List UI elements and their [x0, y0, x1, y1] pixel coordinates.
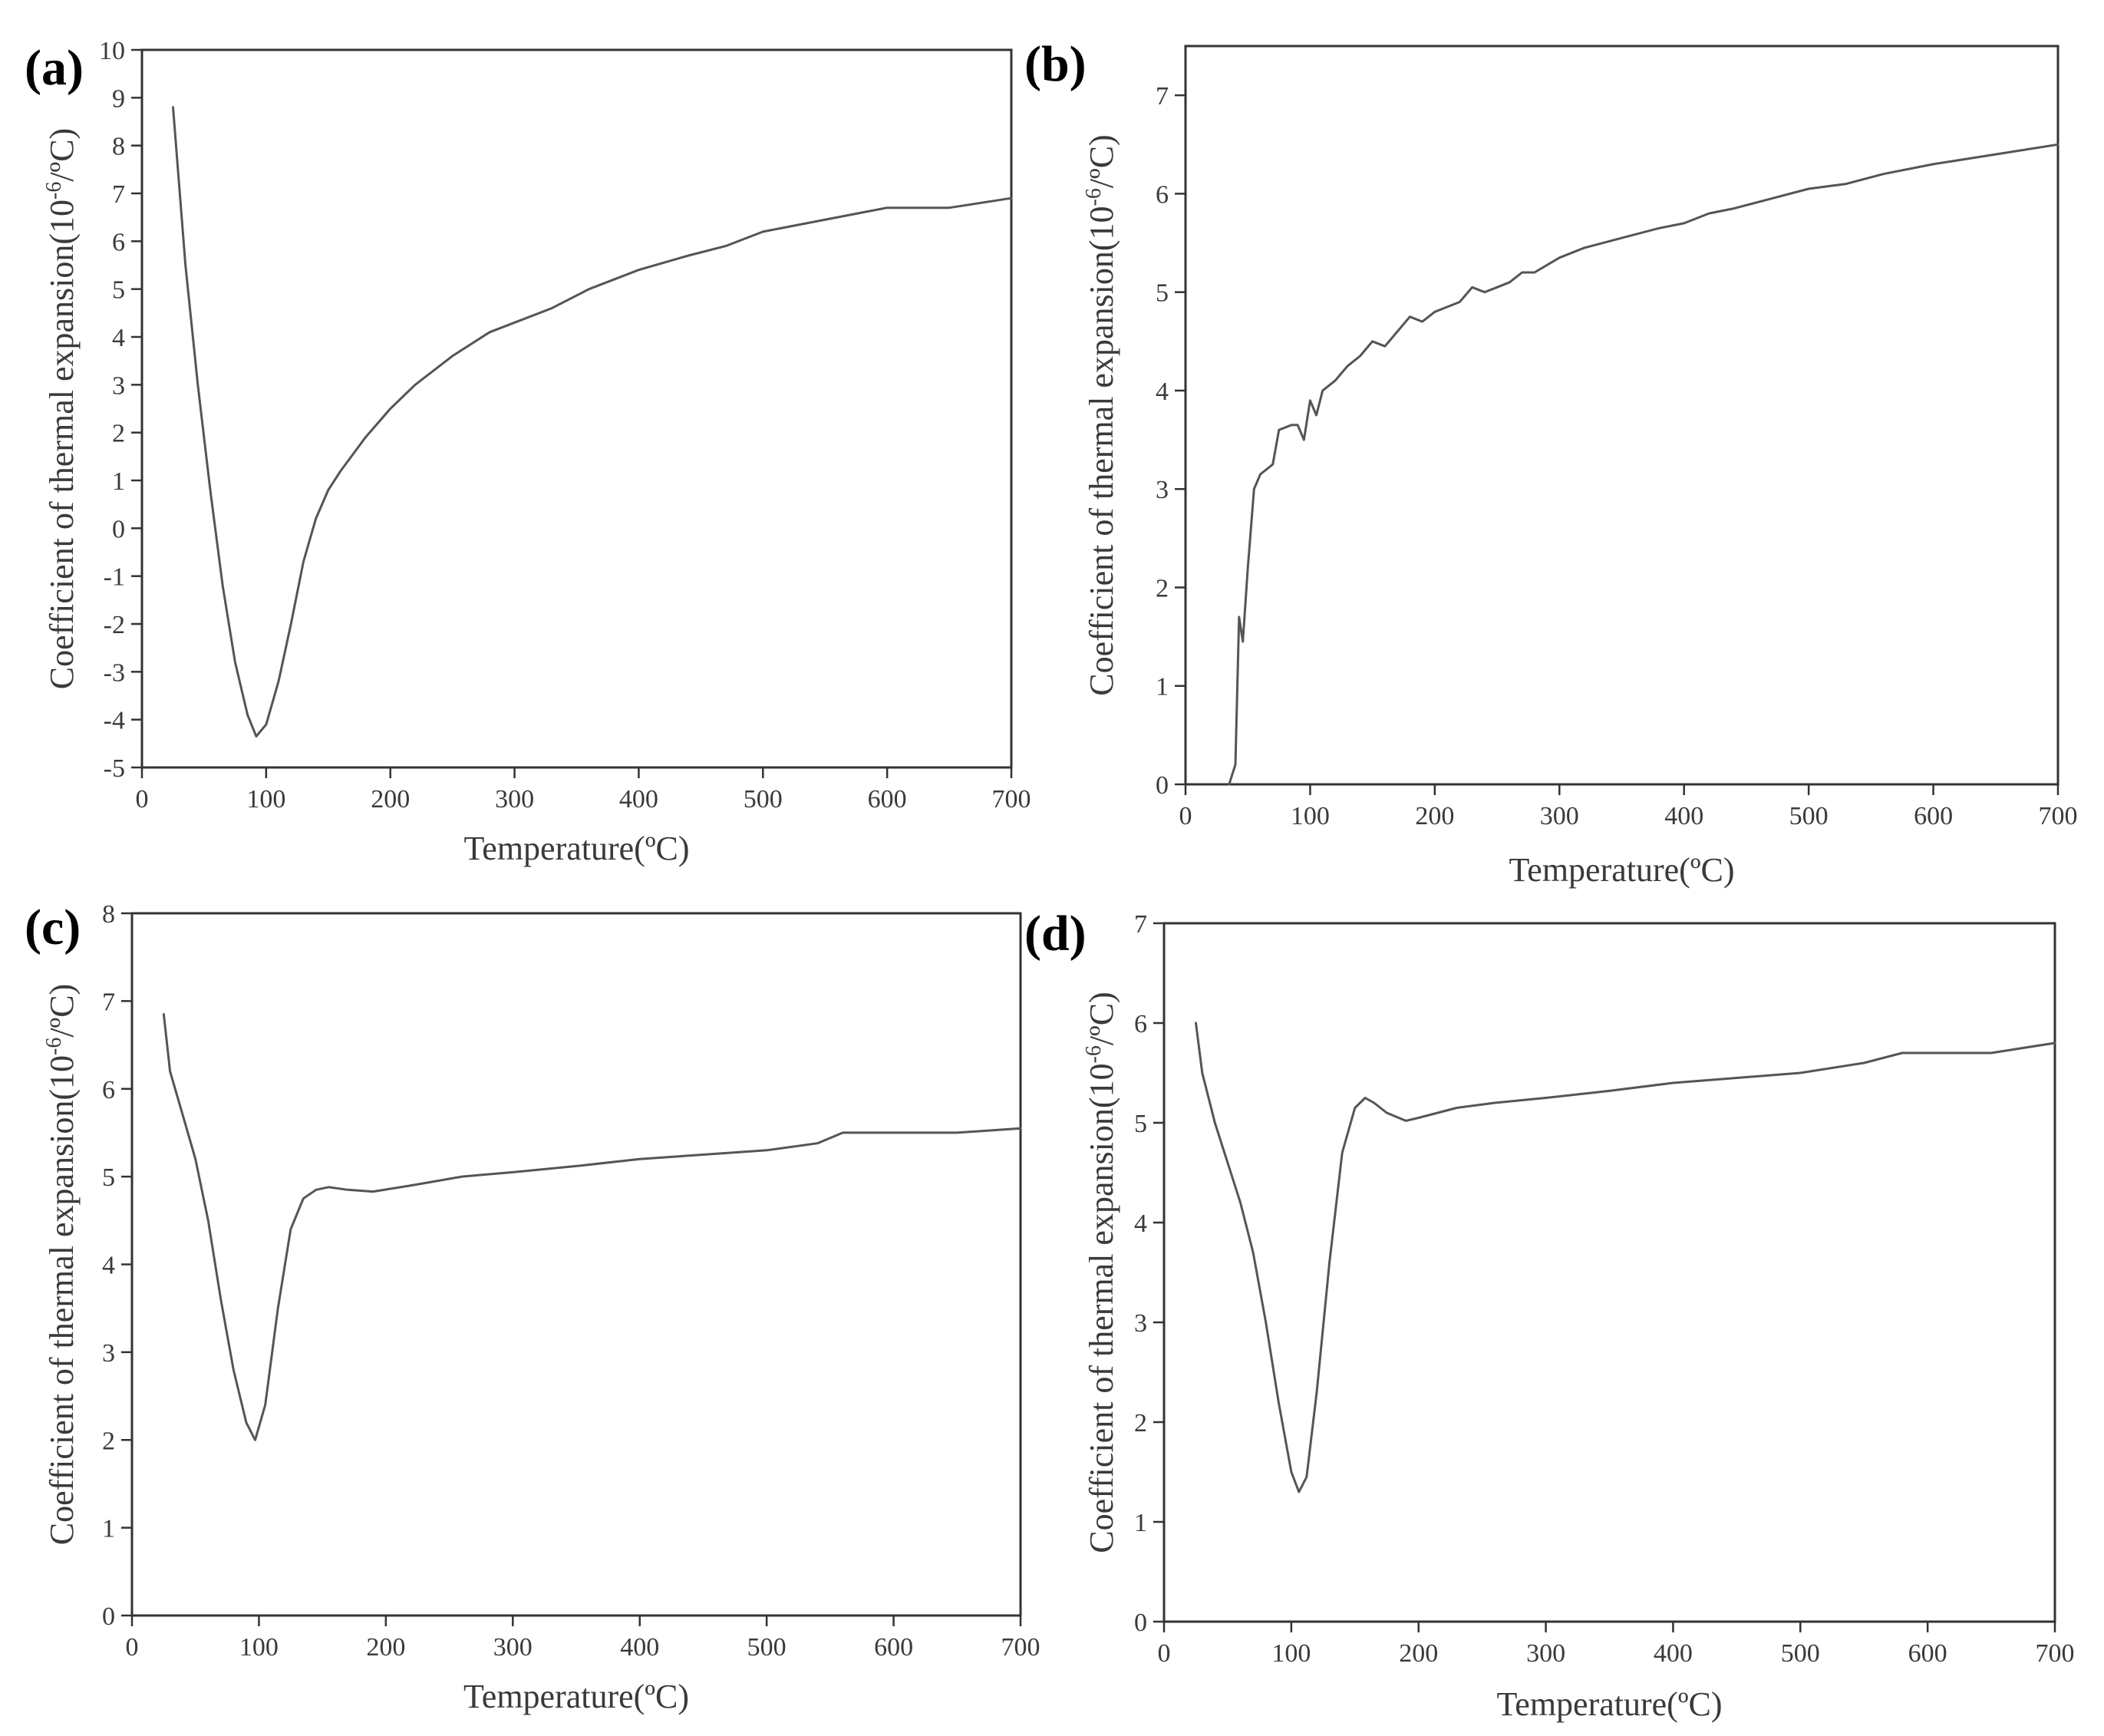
- y-tick-label: 2: [1134, 1409, 1147, 1437]
- y-tick-label: 7: [1156, 82, 1169, 111]
- y-tick-label: 4: [102, 1252, 115, 1280]
- x-tick-label: 300: [1526, 1639, 1565, 1668]
- panel-label: (c): [25, 899, 81, 955]
- y-tick-label: 5: [102, 1163, 115, 1192]
- x-tick-label: 100: [1271, 1639, 1311, 1668]
- y-axis-title: Coefficient of thermal expansion(10-6/ºC…: [42, 128, 81, 689]
- y-axis-title: Coefficient of thermal expansion(10-6/ºC…: [1082, 992, 1120, 1553]
- y-tick-label: 6: [1134, 1010, 1147, 1038]
- y-tick-label: 1: [112, 467, 125, 496]
- x-tick-label: 700: [2036, 1639, 2075, 1668]
- y-tick-label: 5: [112, 276, 125, 305]
- y-tick-label: 0: [1134, 1609, 1147, 1637]
- y-tick-label: 10: [99, 37, 125, 65]
- x-tick-label: 500: [744, 785, 783, 814]
- y-tick-label: 7: [1134, 910, 1147, 939]
- y-tick-label: 1: [102, 1515, 115, 1543]
- y-tick-label: -4: [104, 707, 125, 735]
- chart-panel: (d) 0 100 200 300 400 500 600 700 0 1 2 3 4 5 6 7 Tempera…: [1024, 906, 2075, 1723]
- y-tick-label: 3: [1156, 476, 1169, 504]
- x-tick-label: 100: [246, 785, 285, 814]
- panel-label: (b): [1024, 36, 1087, 92]
- panel-label: (a): [25, 40, 84, 96]
- y-axis-title: Coefficient of thermal expansion(10-6/ºC…: [1082, 134, 1120, 695]
- y-tick-label: 1: [1156, 673, 1169, 701]
- y-axis-title: Coefficient of thermal expansion(10-6/ºC…: [42, 984, 81, 1545]
- y-tick-label: 8: [112, 133, 125, 161]
- x-tick-label: 400: [1654, 1639, 1693, 1668]
- plot-frame: [1162, 922, 2056, 1623]
- series-line-cte: [172, 106, 1013, 738]
- y-tick-label: 2: [1156, 574, 1169, 602]
- chart-panel: (a) 0 100 200 300 400 500 600 700 -5 -4 -3 -2 -1 0 1 2 3 4…: [25, 37, 1031, 867]
- x-tick-label: 500: [1781, 1639, 1820, 1668]
- x-tick-label: 200: [1399, 1639, 1438, 1668]
- x-tick-label: 400: [620, 1633, 659, 1662]
- x-tick-label: 700: [2039, 802, 2078, 830]
- y-tick-label: 4: [112, 324, 125, 352]
- y-tick-label: 3: [112, 371, 125, 400]
- y-tick-label: -3: [104, 658, 125, 687]
- plot-frame: [130, 912, 1022, 1617]
- series-line-cte: [1228, 143, 2059, 786]
- y-tick-label: 6: [112, 228, 125, 256]
- x-tick-label: 400: [619, 785, 658, 814]
- y-tick-label: 0: [102, 1602, 115, 1631]
- y-tick-label: 8: [102, 900, 115, 929]
- y-tick-label: -1: [104, 563, 125, 592]
- y-tick-label: 2: [102, 1427, 115, 1455]
- y-tick-label: 0: [112, 515, 125, 543]
- series-line-cte: [162, 1013, 1022, 1441]
- x-tick-label: 600: [868, 785, 907, 814]
- y-tick-label: 7: [102, 988, 115, 1016]
- y-tick-label: 3: [1134, 1309, 1147, 1338]
- y-tick-label: 9: [112, 84, 125, 113]
- y-tick-label: 3: [102, 1339, 115, 1368]
- x-tick-label: 100: [239, 1633, 279, 1662]
- panel-label: (d): [1024, 906, 1087, 962]
- x-tick-label: 500: [1789, 802, 1829, 830]
- y-tick-label: -5: [104, 754, 125, 783]
- x-axis-title: Temperature(ºC): [1509, 851, 1735, 889]
- x-tick-label: 0: [136, 785, 149, 814]
- y-tick-label: 6: [1156, 180, 1169, 209]
- x-tick-label: 500: [747, 1633, 787, 1662]
- x-axis-title: Temperature(ºC): [1497, 1685, 1723, 1723]
- y-tick-label: 4: [1156, 378, 1169, 406]
- y-tick-label: 0: [1156, 771, 1169, 800]
- y-tick-label: 5: [1156, 279, 1169, 308]
- x-tick-label: 0: [126, 1633, 139, 1662]
- x-tick-label: 300: [1540, 802, 1579, 830]
- x-tick-label: 200: [366, 1633, 405, 1662]
- y-tick-label: 5: [1134, 1110, 1147, 1138]
- x-tick-label: 700: [1001, 1633, 1040, 1662]
- y-tick-label: -2: [104, 611, 125, 639]
- x-tick-label: 600: [1914, 802, 1953, 830]
- x-tick-label: 200: [371, 785, 410, 814]
- y-tick-label: 2: [112, 420, 125, 448]
- y-tick-label: 7: [112, 180, 125, 209]
- x-tick-label: 600: [874, 1633, 913, 1662]
- y-tick-label: 1: [1134, 1509, 1147, 1537]
- x-tick-label: 300: [493, 1633, 533, 1662]
- x-tick-label: 100: [1291, 802, 1330, 830]
- x-tick-label: 600: [1908, 1639, 1947, 1668]
- y-tick-label: 6: [102, 1076, 115, 1104]
- plot-frame: [140, 48, 1013, 769]
- chart-panel: (b) 0 100 200 300 400 500 600 700 0 1 2 3 4 5 6 7 Tempera…: [1024, 36, 2078, 889]
- x-tick-label: 400: [1664, 802, 1703, 830]
- x-tick-label: 0: [1158, 1639, 1171, 1668]
- plot-frame: [1184, 45, 2059, 786]
- series-line-cte: [1195, 1021, 2056, 1493]
- x-axis-title: Temperature(ºC): [464, 830, 690, 867]
- x-axis-title: Temperature(ºC): [463, 1678, 689, 1715]
- x-tick-label: 0: [1179, 802, 1192, 830]
- chart-panel: (c) 0 100 200 300 400 500 600 700 0 1 2 3 4 5 6 7 8 Temper…: [25, 899, 1040, 1715]
- x-tick-label: 300: [495, 785, 534, 814]
- y-tick-label: 4: [1134, 1210, 1147, 1238]
- x-tick-label: 200: [1415, 802, 1454, 830]
- x-tick-label: 700: [992, 785, 1031, 814]
